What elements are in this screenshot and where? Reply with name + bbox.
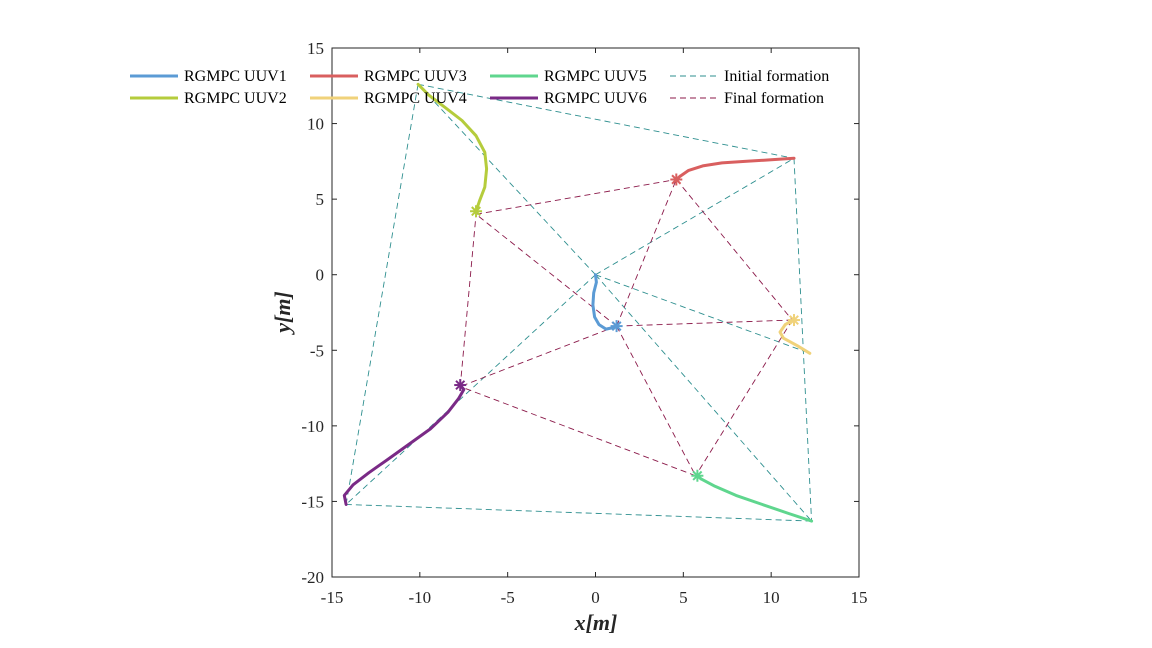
- legend-label: RGMPC UUV5: [544, 68, 647, 85]
- x-tick-label: 0: [591, 588, 600, 607]
- formation-edge: [417, 83, 596, 276]
- formation-edge: [695, 319, 793, 476]
- end-marker-stroke: [692, 470, 703, 481]
- legend-label: RGMPC UUV3: [364, 68, 467, 85]
- end-marker-stroke: [611, 321, 622, 332]
- end-marker: [470, 205, 483, 218]
- formation-edge: [460, 386, 696, 477]
- y-tick-label: -5: [310, 341, 324, 360]
- x-axis-label: x[m]: [574, 610, 618, 635]
- x-tick-label: -15: [321, 588, 344, 607]
- formation-edge: [793, 158, 813, 522]
- x-tick-label: -10: [408, 588, 431, 607]
- formation-edge: [459, 214, 477, 387]
- legend-item: RGMPC UUV5: [490, 68, 647, 85]
- trajectory-line: [778, 318, 812, 355]
- legend-label: Final formation: [724, 90, 824, 107]
- x-tick-label: 10: [763, 588, 780, 607]
- formation-edge: [675, 179, 793, 321]
- end-marker-stroke: [471, 206, 481, 217]
- end-marker-stroke: [671, 174, 682, 185]
- legend-item: RGMPC UUV1: [130, 68, 287, 85]
- legend-item: Initial formation: [670, 68, 829, 85]
- trajectory-layer: [342, 82, 814, 523]
- y-tick-label: 15: [307, 39, 324, 58]
- y-tick-label: 5: [316, 190, 325, 209]
- y-tick-label: -15: [301, 492, 324, 511]
- legend-item: RGMPC UUV4: [310, 90, 467, 107]
- trajectory-line: [416, 82, 489, 213]
- legend-label: RGMPC UUV2: [184, 90, 287, 107]
- formation-edge: [345, 274, 596, 505]
- y-tick-label: 10: [307, 115, 324, 134]
- x-tick-label: 15: [851, 588, 868, 607]
- y-tick-label: -10: [301, 417, 324, 436]
- legend-label: Initial formation: [724, 68, 829, 85]
- legend-item: RGMPC UUV6: [490, 90, 647, 107]
- trajectory-line: [674, 156, 796, 181]
- legend-item: RGMPC UUV3: [310, 68, 467, 85]
- legend: RGMPC UUV1 RGMPC UUV3 RGMPC UUV5 Initial fo…: [130, 68, 829, 107]
- trajectory-line: [591, 273, 619, 331]
- legend-label: RGMPC UUV1: [184, 68, 287, 85]
- formation-edge: [595, 274, 812, 522]
- y-tick-label: 0: [316, 266, 325, 285]
- legend-label: RGMPC UUV4: [364, 90, 467, 107]
- formation-edge: [616, 325, 697, 476]
- formation-edge: [475, 179, 677, 215]
- formation-edge: [460, 325, 617, 387]
- formation-edge: [345, 84, 419, 505]
- y-axis-label: y[m]: [270, 291, 295, 336]
- legend-item: Final formation: [670, 90, 824, 107]
- end-marker: [610, 320, 623, 333]
- end-marker-stroke: [455, 380, 466, 390]
- x-tick-label: -5: [501, 588, 515, 607]
- formation-edge: [595, 157, 795, 276]
- formation-edge: [595, 274, 810, 354]
- trajectory-line: [342, 383, 466, 506]
- end-marker: [788, 314, 801, 327]
- formation-edge: [346, 504, 812, 522]
- end-marker: [670, 173, 683, 186]
- plot-area: [331, 47, 860, 578]
- legend-label: RGMPC UUV6: [544, 90, 647, 107]
- end-marker-stroke: [789, 315, 799, 326]
- formation-edge: [417, 83, 795, 159]
- legend-item: RGMPC UUV2: [130, 90, 287, 107]
- formation-layer: [345, 83, 813, 522]
- formation-edge: [616, 179, 677, 327]
- end-marker: [691, 469, 704, 482]
- x-tick-label: 5: [679, 588, 688, 607]
- end-marker: [454, 379, 467, 392]
- y-tick-label: -20: [301, 568, 324, 587]
